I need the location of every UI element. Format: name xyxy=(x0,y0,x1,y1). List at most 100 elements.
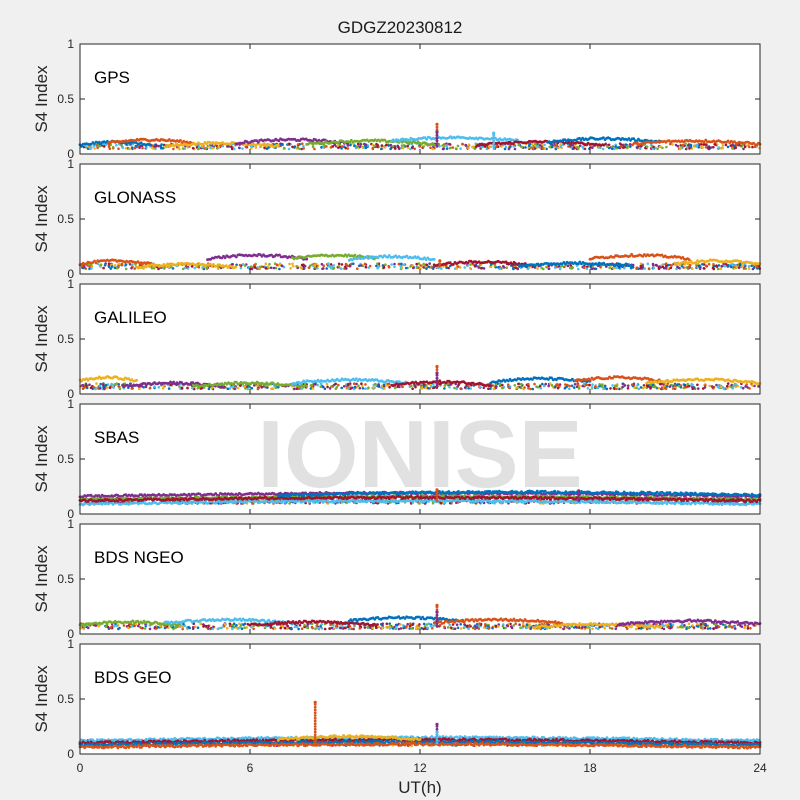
spike-point xyxy=(435,136,439,140)
data-point xyxy=(371,146,375,150)
plot-area xyxy=(80,44,760,154)
data-point xyxy=(430,385,433,388)
data-point xyxy=(748,387,751,390)
data-point xyxy=(641,264,644,267)
data-point xyxy=(377,383,380,386)
data-point xyxy=(113,264,117,267)
data-point xyxy=(642,385,646,389)
data-point xyxy=(631,265,634,269)
plot-area xyxy=(80,284,760,394)
data-point xyxy=(105,386,109,389)
data-point xyxy=(743,145,747,149)
data-point xyxy=(361,387,365,390)
data-point xyxy=(300,267,303,270)
data-point xyxy=(316,383,320,387)
data-point xyxy=(244,145,248,149)
data-point xyxy=(720,264,723,268)
data-point xyxy=(517,382,520,386)
data-point xyxy=(409,265,412,268)
data-point xyxy=(133,146,137,150)
data-point xyxy=(726,145,730,149)
data-point xyxy=(523,386,526,389)
data-point xyxy=(495,145,498,149)
data-point xyxy=(723,264,727,268)
data-point xyxy=(503,147,507,151)
data-point xyxy=(118,387,122,391)
data-point xyxy=(364,265,368,269)
data-point xyxy=(340,145,344,148)
data-point xyxy=(654,385,657,389)
data-point xyxy=(422,262,426,266)
data-point xyxy=(99,263,103,267)
data-point xyxy=(246,387,250,391)
data-point xyxy=(507,386,511,390)
data-point xyxy=(409,384,413,388)
data-point xyxy=(264,262,268,266)
data-point xyxy=(515,386,518,390)
data-point xyxy=(180,386,184,390)
data-point xyxy=(254,146,258,149)
data-point xyxy=(499,382,502,386)
data-point xyxy=(280,264,284,268)
data-point xyxy=(613,147,616,151)
data-point xyxy=(568,387,571,391)
data-point xyxy=(266,386,269,389)
data-point xyxy=(570,267,573,270)
data-point xyxy=(282,146,286,150)
data-point xyxy=(637,387,641,391)
data-point xyxy=(296,146,300,149)
data-point xyxy=(113,266,117,270)
data-point xyxy=(157,144,160,148)
data-point xyxy=(469,266,472,270)
data-point xyxy=(346,147,350,150)
data-point xyxy=(342,385,346,388)
data-point xyxy=(467,387,470,390)
data-point xyxy=(584,383,588,386)
data-point xyxy=(157,267,160,271)
data-point xyxy=(230,147,234,151)
data-point xyxy=(248,385,251,388)
data-point xyxy=(721,146,724,150)
data-point xyxy=(514,266,518,270)
data-point xyxy=(337,262,341,266)
data-point xyxy=(238,146,241,150)
data-point xyxy=(451,146,455,149)
data-point xyxy=(717,146,721,149)
data-point xyxy=(681,143,685,147)
data-point xyxy=(617,146,620,149)
data-point xyxy=(463,386,467,389)
data-point xyxy=(656,147,659,151)
data-point xyxy=(124,267,128,271)
y-tick-label: 0.5 xyxy=(57,332,74,346)
data-point xyxy=(302,144,305,148)
data-point xyxy=(335,386,339,389)
data-point xyxy=(154,144,158,147)
data-point xyxy=(275,263,279,267)
data-point xyxy=(623,266,626,270)
data-point xyxy=(620,143,623,146)
data-point xyxy=(701,146,704,149)
data-point xyxy=(497,266,500,269)
data-point xyxy=(112,386,115,389)
data-point xyxy=(440,267,443,270)
data-point xyxy=(589,146,592,149)
data-point xyxy=(120,144,123,147)
data-point xyxy=(293,146,296,149)
data-point xyxy=(591,383,594,386)
data-point xyxy=(696,383,699,387)
data-point xyxy=(382,266,386,269)
data-point xyxy=(216,267,220,270)
data-point xyxy=(719,385,723,389)
data-point xyxy=(432,143,436,147)
data-point xyxy=(397,145,400,149)
data-point xyxy=(348,382,352,385)
data-point xyxy=(102,145,106,148)
data-point xyxy=(121,146,124,150)
data-point xyxy=(543,143,546,147)
data-point xyxy=(747,267,751,270)
data-point xyxy=(384,263,387,267)
data-point xyxy=(167,387,171,390)
data-point xyxy=(385,143,388,147)
data-point xyxy=(406,144,410,148)
data-point xyxy=(633,386,636,389)
